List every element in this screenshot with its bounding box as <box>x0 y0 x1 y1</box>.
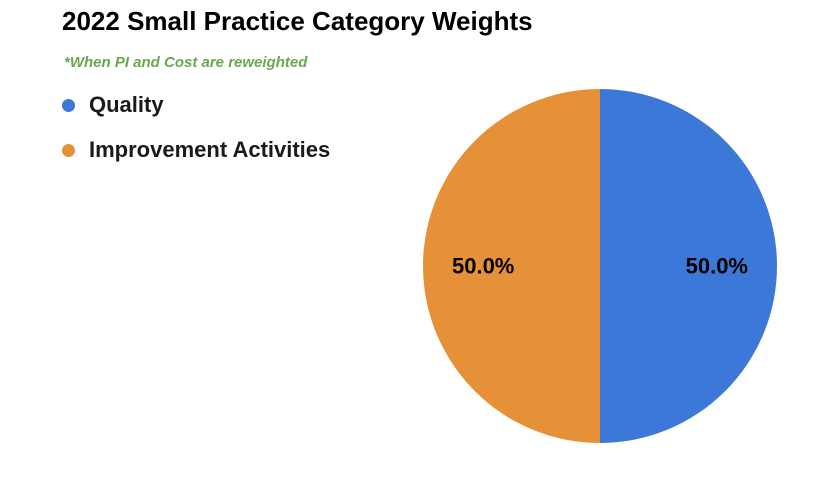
pie-slice-quality <box>600 89 777 443</box>
pie-slice-improvement-activities <box>423 89 600 443</box>
legend-swatch-improvement-activities <box>62 143 75 157</box>
legend-label-quality: Quality <box>89 92 164 117</box>
legend-item-quality: Quality <box>62 90 330 120</box>
legend-label-improvement-activities: Improvement Activities <box>89 137 331 162</box>
chart-title: 2022 Small Practice Category Weights <box>62 6 533 36</box>
chart-subtitle: *When PI and Cost are reweighted <box>64 54 308 71</box>
legend-item-improvement-activities: Improvement Activities <box>62 135 330 165</box>
chart-legend: Quality Improvement Activities <box>62 90 330 180</box>
legend-swatch-quality <box>62 98 75 112</box>
data-label-quality: 50.0% <box>686 254 748 279</box>
data-label-improvement-activities: 50.0% <box>452 254 514 279</box>
